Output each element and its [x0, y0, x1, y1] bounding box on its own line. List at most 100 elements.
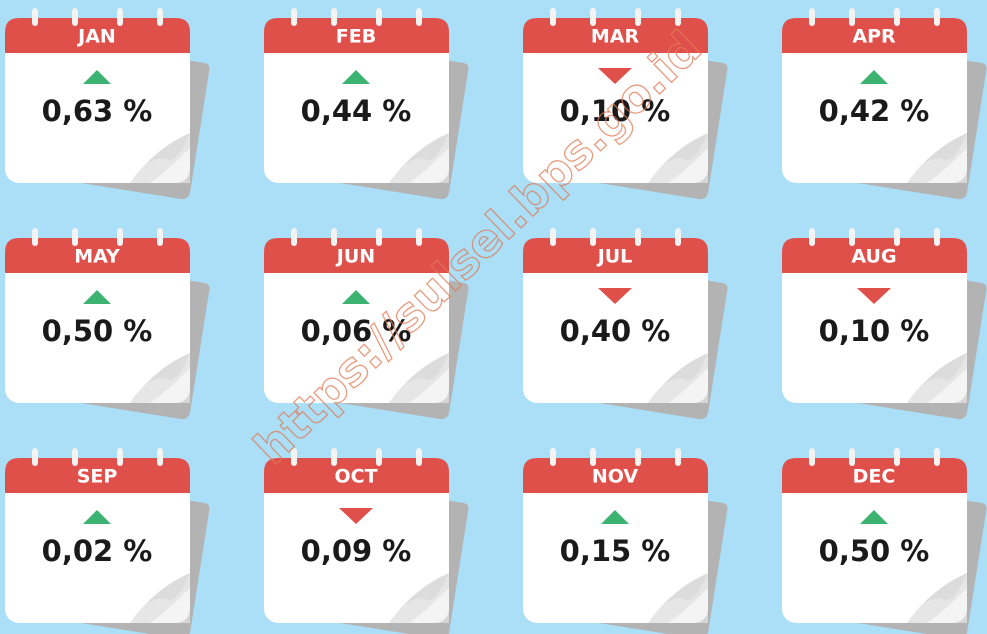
arrow-up: [342, 70, 370, 84]
page: [264, 458, 449, 623]
calendar-card: JUN 0,06 %: [264, 228, 469, 420]
ring: [849, 8, 855, 26]
page-curl-shadow: [389, 133, 449, 183]
page: [5, 18, 190, 183]
ring: [635, 448, 641, 466]
page: [782, 458, 967, 623]
page: [523, 458, 708, 623]
ring: [72, 228, 78, 246]
ring: [416, 448, 422, 466]
ring: [894, 448, 900, 466]
month-label: MAR: [591, 26, 640, 48]
header: [782, 238, 967, 273]
page: [782, 238, 967, 403]
ring: [550, 448, 556, 466]
page: [523, 238, 708, 403]
calendar-card: FEB 0,44 %: [264, 8, 469, 200]
arrow-down: [857, 288, 891, 304]
ring: [550, 8, 556, 26]
ring: [117, 448, 123, 466]
ring: [635, 228, 641, 246]
ring: [72, 448, 78, 466]
header: [782, 18, 967, 53]
value: 0,44 %: [301, 94, 412, 128]
ring: [934, 448, 940, 466]
calendar-card: SEP 0,02 %: [5, 448, 210, 634]
page: [264, 18, 449, 183]
value: 0,09 %: [301, 534, 412, 568]
page-curl-shadow: [907, 353, 967, 403]
page: [5, 458, 190, 623]
month-label: SEP: [77, 466, 118, 488]
ring: [849, 228, 855, 246]
page-curl-shadow: [130, 133, 190, 183]
value: 0,10 %: [560, 94, 671, 128]
calendar-card: MAY 0,50 %: [5, 228, 210, 420]
ring: [376, 448, 382, 466]
header: [523, 18, 708, 53]
ring: [849, 448, 855, 466]
ring: [809, 8, 815, 26]
month-label: AUG: [851, 246, 896, 268]
month-label: NOV: [592, 466, 639, 488]
header: [5, 18, 190, 53]
header: [782, 458, 967, 493]
arrow-up: [860, 510, 888, 524]
ring: [157, 8, 163, 26]
month-label: JUL: [596, 246, 633, 268]
calendar-card: APR 0,42 %: [782, 8, 987, 200]
ring: [157, 448, 163, 466]
page-curl-shadow: [389, 353, 449, 403]
page-curl-shadow: [130, 573, 190, 623]
page-curl-shadow: [130, 353, 190, 403]
value: 0,02 %: [42, 534, 153, 568]
arrow-up: [601, 510, 629, 524]
ring: [809, 448, 815, 466]
ring: [331, 8, 337, 26]
ring: [675, 8, 681, 26]
ring: [894, 8, 900, 26]
header: [523, 238, 708, 273]
month-label: FEB: [336, 26, 376, 48]
calendar-card: NOV 0,15 %: [523, 448, 728, 634]
arrow-down: [598, 288, 632, 304]
value: 0,42 %: [819, 94, 930, 128]
header: [523, 458, 708, 493]
ring: [635, 8, 641, 26]
month-label: JAN: [76, 26, 116, 48]
ring: [590, 448, 596, 466]
ring: [934, 8, 940, 26]
ring: [291, 448, 297, 466]
value: 0,10 %: [819, 314, 930, 348]
month-label: APR: [852, 26, 896, 48]
calendar-card: MAR 0,10 %: [523, 8, 728, 200]
ring: [590, 8, 596, 26]
value: 0,63 %: [42, 94, 153, 128]
ring: [675, 228, 681, 246]
value: 0,50 %: [42, 314, 153, 348]
value: 0,06 %: [301, 314, 412, 348]
page: [523, 18, 708, 183]
ring: [894, 228, 900, 246]
ring: [32, 8, 38, 26]
arrow-up: [860, 70, 888, 84]
page: [264, 238, 449, 403]
ring: [376, 228, 382, 246]
ring: [32, 228, 38, 246]
header: [264, 238, 449, 273]
value: 0,40 %: [560, 314, 671, 348]
ring: [376, 8, 382, 26]
arrow-up: [83, 290, 111, 304]
page: [5, 238, 190, 403]
header: [264, 458, 449, 493]
arrow-up: [83, 510, 111, 524]
ring: [331, 228, 337, 246]
ring: [416, 228, 422, 246]
arrow-up: [342, 290, 370, 304]
ring: [117, 8, 123, 26]
page-curl-shadow: [907, 573, 967, 623]
page-curl-shadow: [907, 133, 967, 183]
ring: [416, 8, 422, 26]
page-curl-shadow: [389, 573, 449, 623]
